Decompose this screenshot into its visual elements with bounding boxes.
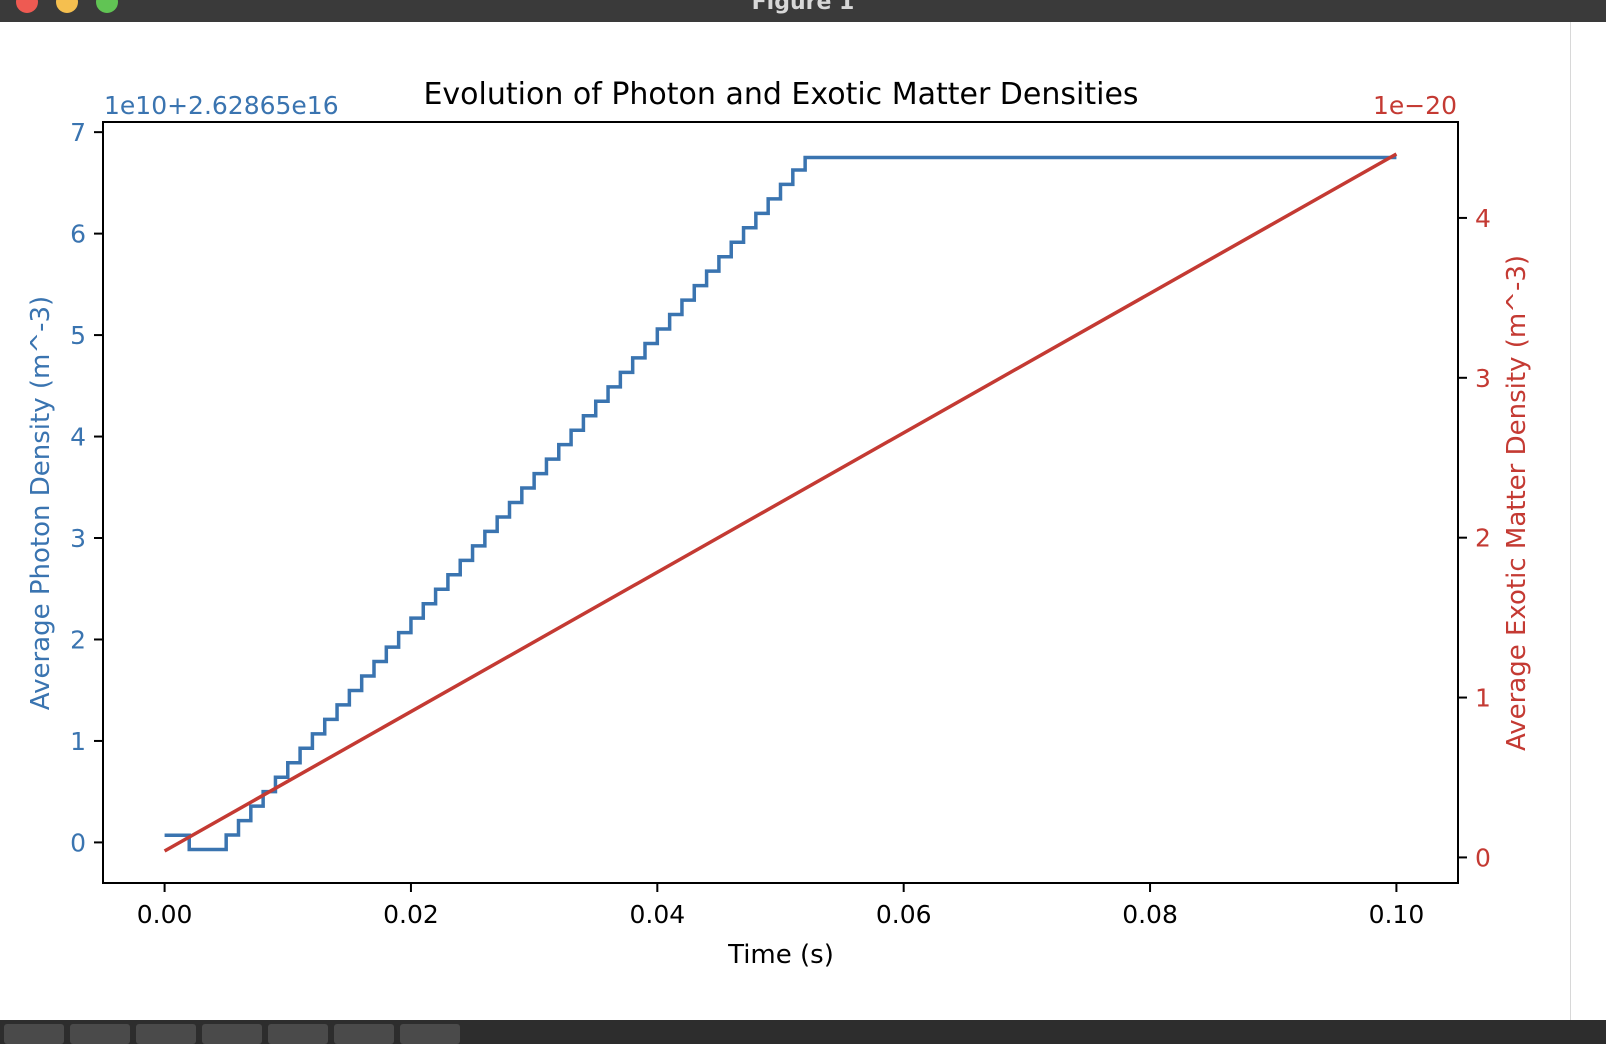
- left-tick-label: 3: [70, 524, 86, 553]
- right-tick-label: 2: [1475, 524, 1491, 553]
- x-axis-label: Time (s): [727, 940, 834, 970]
- left-tick-label: 7: [70, 118, 86, 147]
- maximize-window-icon[interactable]: [96, 0, 118, 13]
- window-title: Figure 1: [751, 0, 855, 15]
- forward-icon[interactable]: [136, 1024, 196, 1044]
- x-tick-label: 0.04: [629, 900, 685, 929]
- x-tick-label: 0.00: [137, 900, 193, 929]
- series-layer: [163, 152, 1398, 853]
- left-tick-label: 1: [70, 727, 86, 756]
- left-tick-label: 2: [70, 625, 86, 654]
- left-tick-label: 0: [70, 828, 86, 857]
- x-tick-label: 0.02: [383, 900, 439, 929]
- right-axis-label: Average Exotic Matter Density (m^-3): [1502, 255, 1532, 751]
- photon-density-series-line: [164, 155, 1397, 852]
- figure-canvas: Evolution of Photon and Exotic Matter De…: [0, 22, 1606, 1022]
- chart: Evolution of Photon and Exotic Matter De…: [26, 77, 1532, 970]
- configure-icon[interactable]: [334, 1024, 394, 1044]
- close-window-icon[interactable]: [16, 0, 38, 13]
- right-axis-offset-text: 1e−20: [1373, 91, 1457, 120]
- left-axis-ticks: 0 1 2 3 4 5 6 7: [70, 118, 103, 857]
- adjacent-window-edge: [1570, 22, 1606, 1022]
- save-icon[interactable]: [400, 1024, 460, 1044]
- plot-frame: [102, 121, 1459, 884]
- x-axis-ticks: 0.00 0.02 0.04 0.06 0.08 0.10: [137, 883, 1424, 929]
- zoom-icon[interactable]: [268, 1024, 328, 1044]
- left-tick-label: 4: [70, 423, 86, 452]
- window-titlebar: Figure 1: [0, 0, 1606, 22]
- left-tick-label: 6: [70, 220, 86, 249]
- right-tick-label: 1: [1475, 684, 1491, 713]
- x-tick-label: 0.08: [1122, 900, 1178, 929]
- right-tick-label: 3: [1475, 364, 1491, 393]
- back-icon[interactable]: [70, 1024, 130, 1044]
- right-axis-ticks: 0 1 2 3 4: [1458, 204, 1491, 872]
- left-axis-offset-text: 1e10+2.62865e16: [104, 91, 339, 120]
- pan-icon[interactable]: [202, 1024, 262, 1044]
- minimize-window-icon[interactable]: [56, 0, 78, 13]
- chart-title: Evolution of Photon and Exotic Matter De…: [423, 77, 1138, 112]
- right-tick-label: 4: [1475, 204, 1491, 233]
- exotic-matter-density-series-line: [163, 152, 1398, 853]
- right-tick-label: 0: [1475, 843, 1491, 872]
- x-tick-label: 0.06: [876, 900, 932, 929]
- figure-toolbar: [0, 1020, 1606, 1044]
- home-icon[interactable]: [4, 1024, 64, 1044]
- left-tick-label: 5: [70, 321, 86, 350]
- x-tick-label: 0.10: [1369, 900, 1425, 929]
- left-axis-label: Average Photon Density (m^-3): [26, 296, 56, 710]
